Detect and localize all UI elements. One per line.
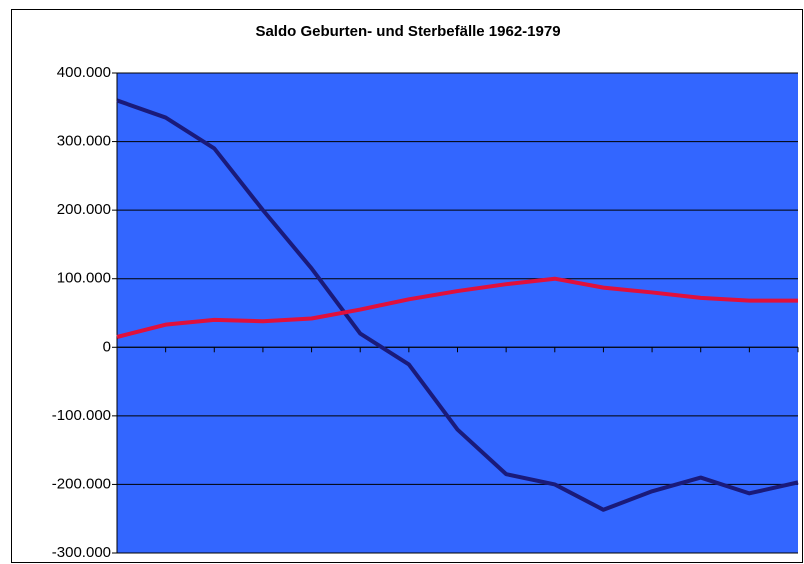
y-tick-label: -100.000 <box>52 407 111 424</box>
y-tick-label: 200.000 <box>57 201 111 218</box>
y-tick-label: 300.000 <box>57 133 111 150</box>
chart-title: Saldo Geburten- und Sterbefälle 1962-197… <box>255 23 560 40</box>
y-tick-label: 400.000 <box>57 64 111 81</box>
series-line <box>116 276 798 339</box>
series-line <box>116 98 799 512</box>
plot-area <box>117 73 798 553</box>
y-tick-label: 0 <box>103 338 111 355</box>
y-tick-label: -300.000 <box>52 544 111 561</box>
y-tick-label: -200.000 <box>52 475 111 492</box>
y-tick-label: 100.000 <box>57 270 111 287</box>
